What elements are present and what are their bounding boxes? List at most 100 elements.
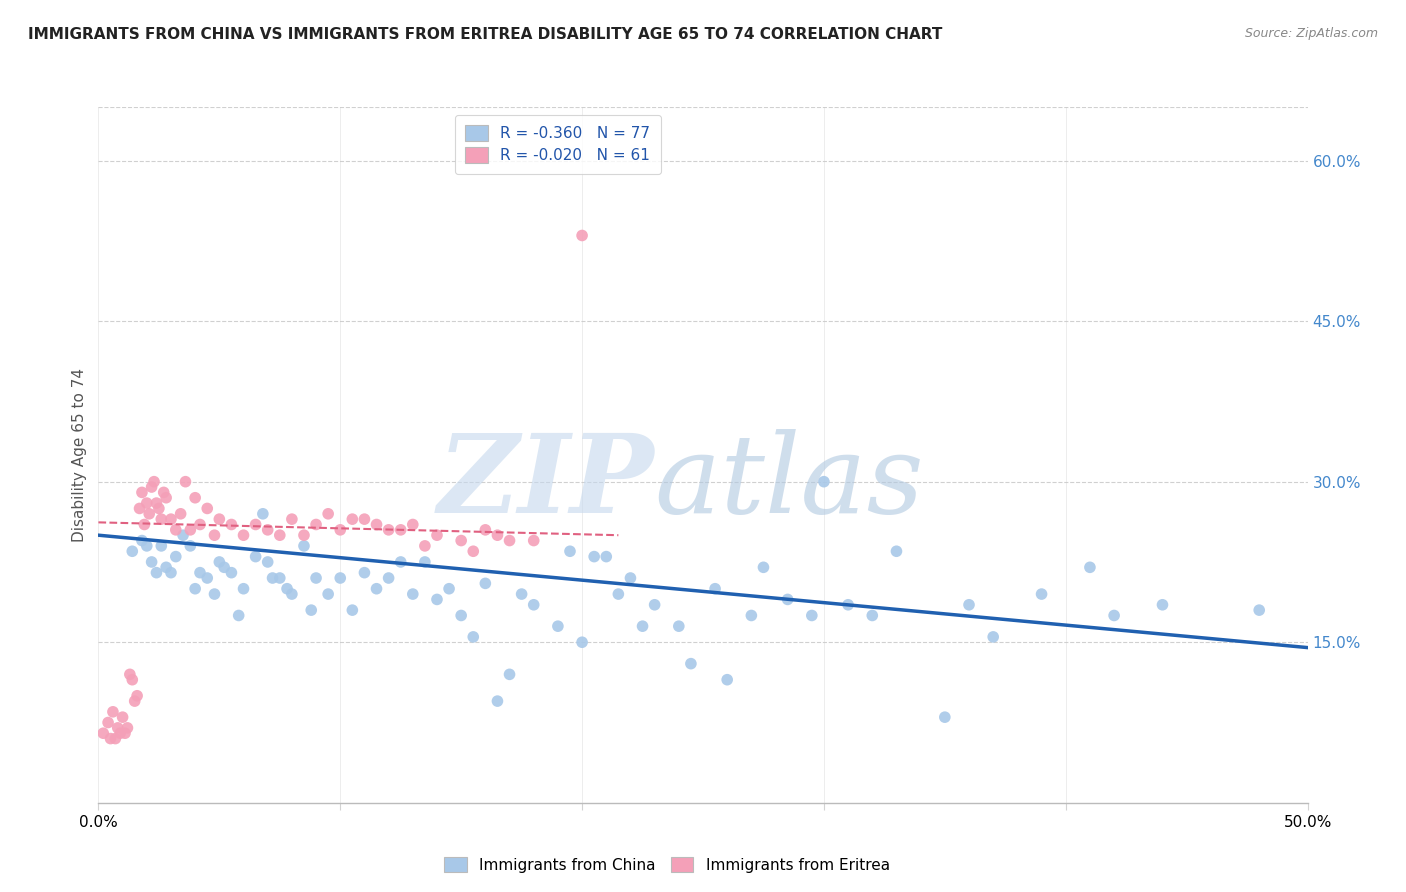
- Point: [981, 630, 1004, 644]
- Point: [232, 582, 254, 596]
- Point: [595, 549, 617, 564]
- Point: [135, 496, 157, 510]
- Point: [135, 539, 157, 553]
- Point: [252, 507, 274, 521]
- Point: [583, 549, 606, 564]
- Point: [402, 517, 425, 532]
- Point: [184, 582, 207, 596]
- Point: [160, 566, 183, 580]
- Point: [179, 523, 201, 537]
- Point: [486, 528, 509, 542]
- Point: [172, 528, 194, 542]
- Point: [91, 726, 114, 740]
- Point: [813, 475, 835, 489]
- Point: [342, 603, 364, 617]
- Point: [631, 619, 654, 633]
- Point: [1078, 560, 1101, 574]
- Point: [366, 582, 388, 596]
- Point: [148, 501, 170, 516]
- Point: [138, 507, 160, 521]
- Point: [474, 576, 496, 591]
- Point: [221, 517, 243, 532]
- Point: [934, 710, 956, 724]
- Point: [131, 533, 153, 548]
- Text: IMMIGRANTS FROM CHINA VS IMMIGRANTS FROM ERITREA DISABILITY AGE 65 TO 74 CORRELA: IMMIGRANTS FROM CHINA VS IMMIGRANTS FROM…: [28, 27, 942, 42]
- Point: [141, 555, 163, 569]
- Point: [402, 587, 425, 601]
- Point: [316, 507, 339, 521]
- Point: [716, 673, 738, 687]
- Point: [305, 517, 328, 532]
- Point: [174, 475, 197, 489]
- Point: [245, 517, 267, 532]
- Point: [117, 721, 139, 735]
- Point: [184, 491, 207, 505]
- Text: Source: ZipAtlas.com: Source: ZipAtlas.com: [1244, 27, 1378, 40]
- Point: [299, 603, 322, 617]
- Point: [150, 512, 173, 526]
- Point: [450, 533, 472, 548]
- Point: [957, 598, 980, 612]
- Point: [195, 501, 218, 516]
- Point: [143, 475, 166, 489]
- Point: [100, 731, 122, 746]
- Point: [740, 608, 762, 623]
- Point: [558, 544, 581, 558]
- Point: [145, 496, 167, 510]
- Point: [366, 517, 388, 532]
- Point: [607, 587, 630, 601]
- Point: [1152, 598, 1174, 612]
- Point: [486, 694, 509, 708]
- Point: [269, 528, 291, 542]
- Point: [128, 501, 150, 516]
- Point: [281, 512, 304, 526]
- Point: [134, 517, 156, 532]
- Point: [523, 533, 546, 548]
- Y-axis label: Disability Age 65 to 74: Disability Age 65 to 74: [72, 368, 87, 542]
- Point: [256, 523, 278, 537]
- Point: [463, 630, 485, 644]
- Point: [121, 544, 143, 558]
- Point: [679, 657, 702, 671]
- Point: [160, 512, 183, 526]
- Point: [155, 560, 177, 574]
- Point: [377, 571, 399, 585]
- Point: [413, 555, 436, 569]
- Point: [523, 598, 546, 612]
- Point: [668, 619, 690, 633]
- Point: [450, 608, 472, 623]
- Point: [124, 694, 146, 708]
- Point: [108, 726, 131, 740]
- Point: [107, 721, 129, 735]
- Point: [104, 731, 127, 746]
- Point: [276, 582, 298, 596]
- Point: [208, 512, 231, 526]
- Point: [426, 528, 449, 542]
- Point: [145, 566, 167, 580]
- Point: [776, 592, 799, 607]
- Point: [860, 608, 883, 623]
- Text: atlas: atlas: [655, 429, 924, 536]
- Point: [752, 560, 775, 574]
- Point: [165, 549, 187, 564]
- Point: [437, 582, 460, 596]
- Point: [510, 587, 533, 601]
- Point: [1102, 608, 1125, 623]
- Point: [221, 566, 243, 580]
- Point: [1031, 587, 1053, 601]
- Point: [463, 544, 485, 558]
- Point: [195, 571, 218, 585]
- Point: [127, 689, 149, 703]
- Point: [389, 555, 412, 569]
- Point: [498, 667, 520, 681]
- Point: [114, 726, 136, 740]
- Point: [155, 491, 177, 505]
- Point: [571, 635, 593, 649]
- Point: [619, 571, 641, 585]
- Point: [547, 619, 569, 633]
- Point: [97, 715, 120, 730]
- Point: [886, 544, 908, 558]
- Point: [316, 587, 339, 601]
- Text: ZIP: ZIP: [439, 429, 655, 536]
- Point: [245, 549, 267, 564]
